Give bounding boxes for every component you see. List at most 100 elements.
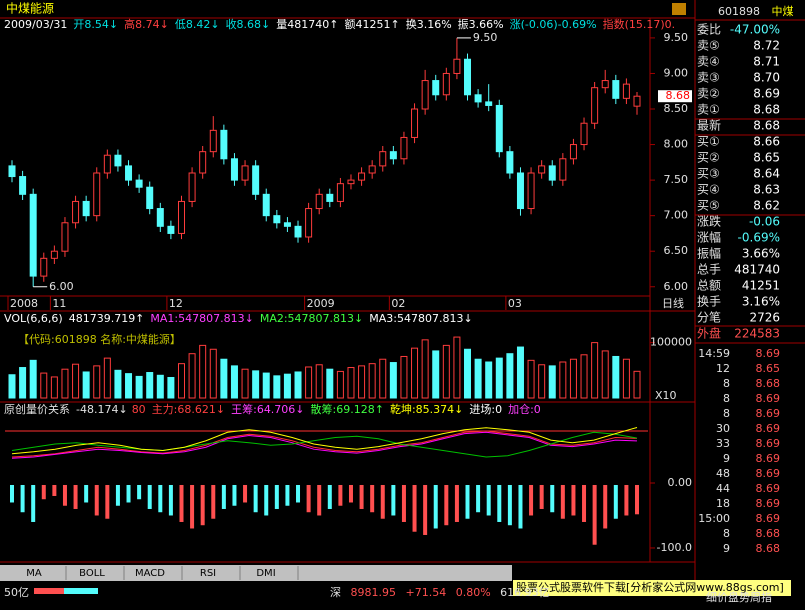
candle-body [177,200,185,234]
volume-bar [315,364,323,399]
quote-label: 卖③ [697,71,720,85]
tab[interactable]: MACD [135,568,165,579]
volume-bar [442,344,450,399]
status-block [34,588,64,594]
indicator-bar [603,484,608,529]
volume-bar [622,358,630,399]
indicator-bar [52,484,57,496]
legend-item: MA3:547807.813↓ [369,312,472,325]
volume-bar [146,372,154,399]
indicator-bar [264,484,269,516]
quote-footer[interactable]: 细价盘势周指 [706,590,772,604]
volume-bar [72,363,80,399]
legend: 原创量价关系 -48.174↓ 80 主力:68.621↓ 王筹:64.706↓ 散筹:6… [4,402,541,416]
volume-bar [580,354,588,399]
candle-body [241,165,249,181]
candle-body [50,250,58,259]
tab[interactable]: BOLL [79,568,105,579]
candle-body [389,151,397,160]
candle-body [40,257,48,277]
tick-price: 8.69 [756,392,781,405]
y-tick-label: 7.00 [664,209,689,222]
quote-label: 振幅 [697,246,721,261]
quote-label: 买① [697,135,720,149]
candle-body [580,122,588,146]
indicator-bar [31,484,36,522]
icon[interactable] [672,3,686,15]
indicator-bar [274,484,279,509]
indicator-bar [115,484,120,506]
volume-bar [8,374,16,399]
quote-value: 2726 [749,311,780,325]
indicator-bar [433,484,438,529]
volume-bar [389,362,397,399]
tab[interactable]: MA [26,568,42,579]
tick-price: 8.69 [756,482,781,495]
tick-time: 33 [716,437,730,450]
candle-body [315,193,323,210]
annotation-label: 6.00 [49,280,74,293]
legend-item: 涨(-0.06)-0.69% [510,18,597,31]
tick-price: 8.69 [756,422,781,435]
y-tick-label: 9.50 [664,31,689,44]
date-label: 2009 [307,297,335,310]
tab[interactable]: RSI [200,568,216,579]
indicator-bar [221,484,226,509]
indicator-bar [41,484,46,500]
indicator-bar [158,484,163,513]
indicator-bar [592,484,597,545]
candle-body [432,80,440,96]
candle-body [209,129,217,153]
last-price-tag [658,90,692,103]
candle-body [464,58,472,96]
candle-body [8,165,16,178]
ref-value: 80 [132,403,146,416]
candle-body [559,158,567,181]
tab[interactable]: DMI [256,568,275,579]
ad-text[interactable]: 股票公式股票软件下载[分析家公式网www.88gs.com] [516,580,784,594]
candle-body [19,176,27,195]
indicator-bar [179,484,184,522]
y-tick-label: 7.50 [664,173,689,186]
tick-time: 48 [716,467,730,480]
y-tick-label: 8.00 [664,138,689,151]
tick-price: 8.68 [756,542,781,555]
indicator-bar [370,484,375,513]
indicator-bar [529,484,534,516]
indicator-bar [635,484,639,515]
legend-item: 主力:68.621↓ [152,403,225,416]
quote-value: 8.71 [753,55,780,69]
volume-bar [283,373,291,399]
legend-item: 振3.66% [458,17,504,31]
candle-body [474,94,482,103]
candle-body [368,165,376,174]
quote-value: 8.66 [753,135,780,149]
tick-price: 8.68 [756,527,781,540]
indicator-bar [401,484,406,522]
quote-value: 8.69 [753,87,780,101]
indicator-bar [10,484,14,503]
tick-price: 8.69 [756,512,781,525]
volume-bar [538,364,546,399]
tick-time: 12 [716,362,730,375]
quote-label: 买② [697,151,720,165]
quote-header: 601898 中煤 [718,5,794,18]
tick-time: 8 [723,407,730,420]
quote-label: 卖⑤ [697,39,720,53]
indicator-bar [560,484,565,519]
quote-value: 8.68 [753,119,780,133]
legend-item: 2009/03/31 [4,18,67,31]
volume-bar [400,355,408,399]
candle-body [82,200,90,217]
candle-body [527,172,535,210]
candle-body [146,186,154,210]
volume-bar [103,357,111,399]
indicator-bar [200,484,205,526]
indicator-bar [550,484,555,513]
volume-bar [559,361,567,399]
indicator-bar [168,484,173,516]
candle-body [400,136,408,160]
indicator-bar [306,484,311,513]
candle-body [167,225,175,234]
